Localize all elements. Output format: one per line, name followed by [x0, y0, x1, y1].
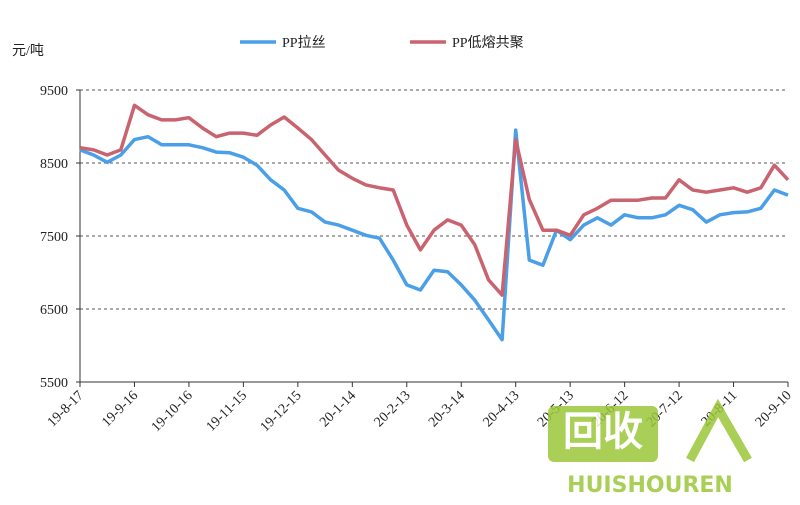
y-tick-label: 6500 [40, 303, 68, 318]
legend-label: PP拉丝 [282, 35, 326, 51]
legend-label: PP低熔共聚 [452, 35, 524, 51]
y-tick-label: 9500 [40, 84, 68, 99]
series-line [79, 128, 789, 342]
watermark-text: HUISHOUREN [567, 473, 733, 498]
y-tick-label: 8500 [40, 157, 68, 172]
series-line [79, 103, 790, 297]
watermark-logo: 回收 [563, 409, 643, 455]
y-unit: 元/吨 [12, 43, 44, 59]
y-tick-label: 7500 [40, 230, 68, 245]
watermark-icon [686, 398, 752, 463]
y-tick-label: 5500 [40, 376, 68, 391]
watermark-box [548, 406, 658, 462]
watermark: 回收 HUISHOUREN [548, 398, 752, 498]
